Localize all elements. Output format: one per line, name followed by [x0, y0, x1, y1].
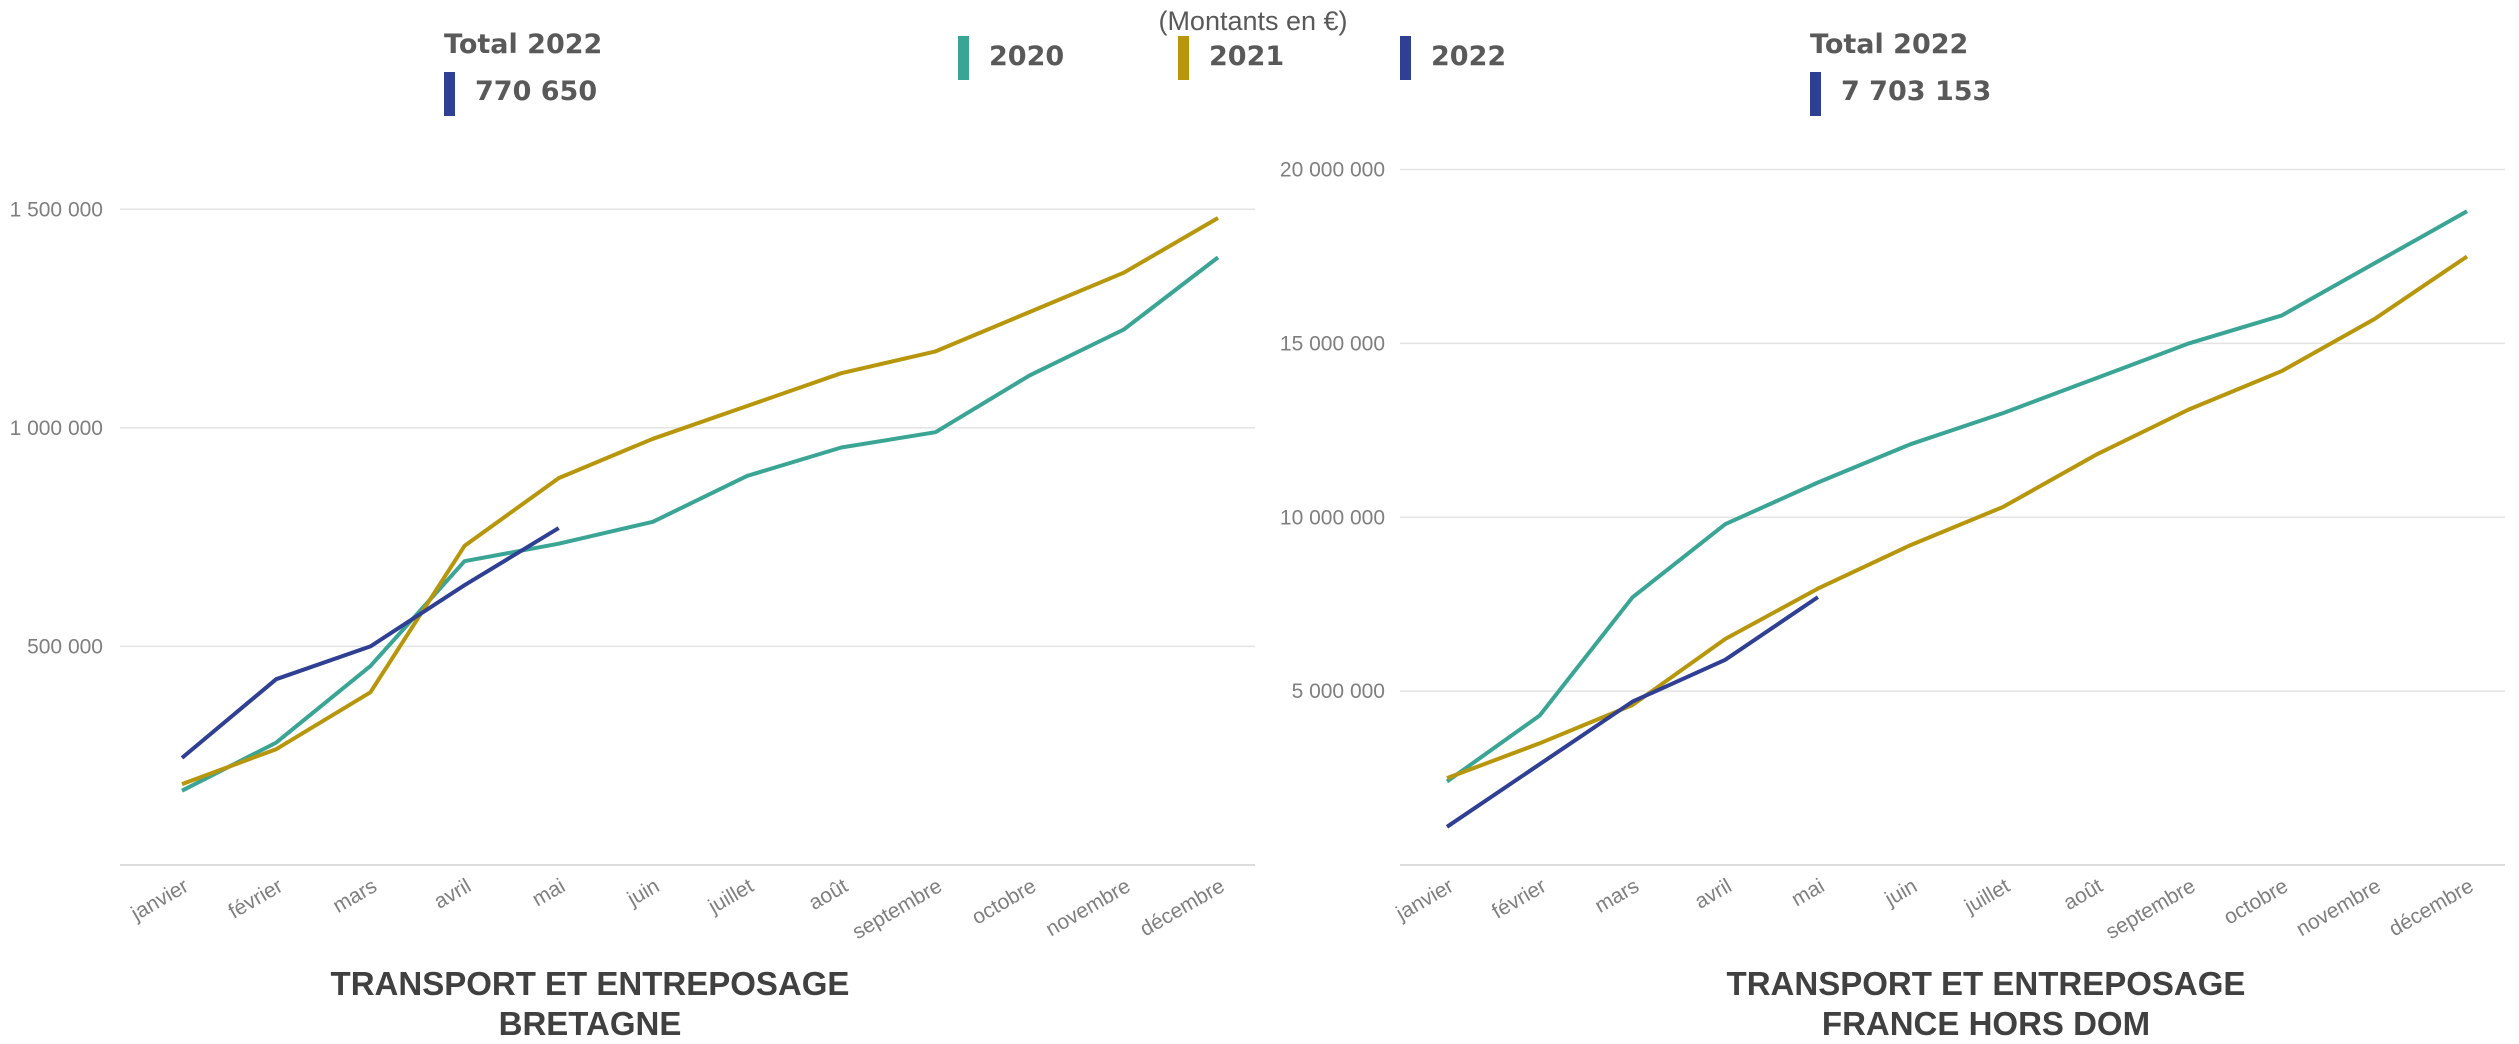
y-tick-label: 500 000 — [27, 635, 103, 658]
x-tick-label: mai — [1788, 874, 1829, 911]
series-line-2020 — [181, 255, 1220, 793]
total-label-bretagne: Total 2022 — [444, 29, 602, 60]
x-tick-label: septembre — [849, 874, 946, 944]
x-tick-label: octobre — [2220, 874, 2292, 929]
total-label-france: Total 2022 — [1810, 29, 1968, 60]
x-tick-label: septembre — [2102, 874, 2199, 944]
x-tick-label: juin — [1880, 874, 1921, 911]
x-tick-label: mai — [528, 874, 569, 911]
x-tick-label: décembre — [2385, 874, 2477, 941]
x-tick-label: décembre — [1136, 874, 1228, 941]
chart-title-bretagne: TRANSPORT ET ENTREPOSAGE — [331, 965, 850, 1002]
x-tick-label: juillet — [1960, 874, 2014, 918]
series-line-2020 — [1445, 209, 2468, 784]
legend-label-2021: 2021 — [1209, 41, 1284, 72]
x-tick-label: mars — [1591, 874, 1643, 917]
x-tick-label: février — [1488, 874, 1550, 923]
x-tick-label: août — [805, 874, 852, 914]
chart-subtitle-bretagne: BRETAGNE — [499, 1005, 682, 1040]
unit-note: (Montants en €) — [1158, 6, 1347, 36]
total-value-bretagne: 770 650 — [475, 76, 597, 107]
total-marker-france — [1810, 72, 1821, 116]
x-tick-label: novembre — [2292, 874, 2384, 941]
legend-swatch-2020 — [958, 36, 969, 80]
x-tick-label: août — [2060, 874, 2107, 914]
chart-title-france: TRANSPORT ET ENTREPOSAGE — [1727, 965, 2246, 1002]
x-tick-label: juin — [623, 874, 664, 911]
series-line-2022 — [180, 526, 560, 760]
y-tick-label: 15 000 000 — [1280, 332, 1385, 355]
chart-subtitle-france: FRANCE HORS DOM — [1822, 1005, 2150, 1040]
x-tick-label: janvier — [1392, 874, 1458, 925]
legend-label-2020: 2020 — [989, 41, 1064, 72]
x-tick-label: mars — [329, 874, 381, 917]
x-tick-label: février — [225, 874, 287, 923]
legend-swatch-2022 — [1400, 36, 1411, 80]
total-value-france: 7 703 153 — [1841, 76, 1991, 107]
x-tick-label: avril — [430, 874, 475, 913]
series-line-2022 — [1445, 595, 1820, 829]
y-tick-label: 20 000 000 — [1280, 159, 1385, 182]
x-tick-label: janvier — [127, 874, 193, 925]
x-tick-label: avril — [1691, 874, 1736, 913]
y-tick-label: 10 000 000 — [1280, 506, 1385, 529]
x-tick-label: juillet — [704, 874, 758, 918]
series-line-2021 — [181, 216, 1220, 786]
y-tick-label: 1 000 000 — [10, 417, 103, 440]
total-box-bretagne: Total 2022 770 650 — [444, 29, 602, 116]
x-tick-label: octobre — [968, 874, 1040, 929]
legend-swatch-2021 — [1178, 36, 1189, 80]
legend: 2020 2021 2022 — [958, 36, 1506, 80]
total-marker-bretagne — [444, 72, 455, 116]
y-tick-label: 1 500 000 — [10, 198, 103, 221]
chart-bretagne: 500 000 1 000 000 1 500 000 janvier février m… — [10, 198, 1255, 944]
y-tick-label: 5 000 000 — [1292, 680, 1385, 703]
x-tick-label: novembre — [1042, 874, 1134, 941]
legend-label-2022: 2022 — [1431, 41, 1506, 72]
total-box-france: Total 2022 7 703 153 — [1810, 29, 1991, 116]
chart-france-hors-dom: 5 000 000 10 000 000 15 000 000 20 000 000 j… — [1280, 159, 2505, 944]
